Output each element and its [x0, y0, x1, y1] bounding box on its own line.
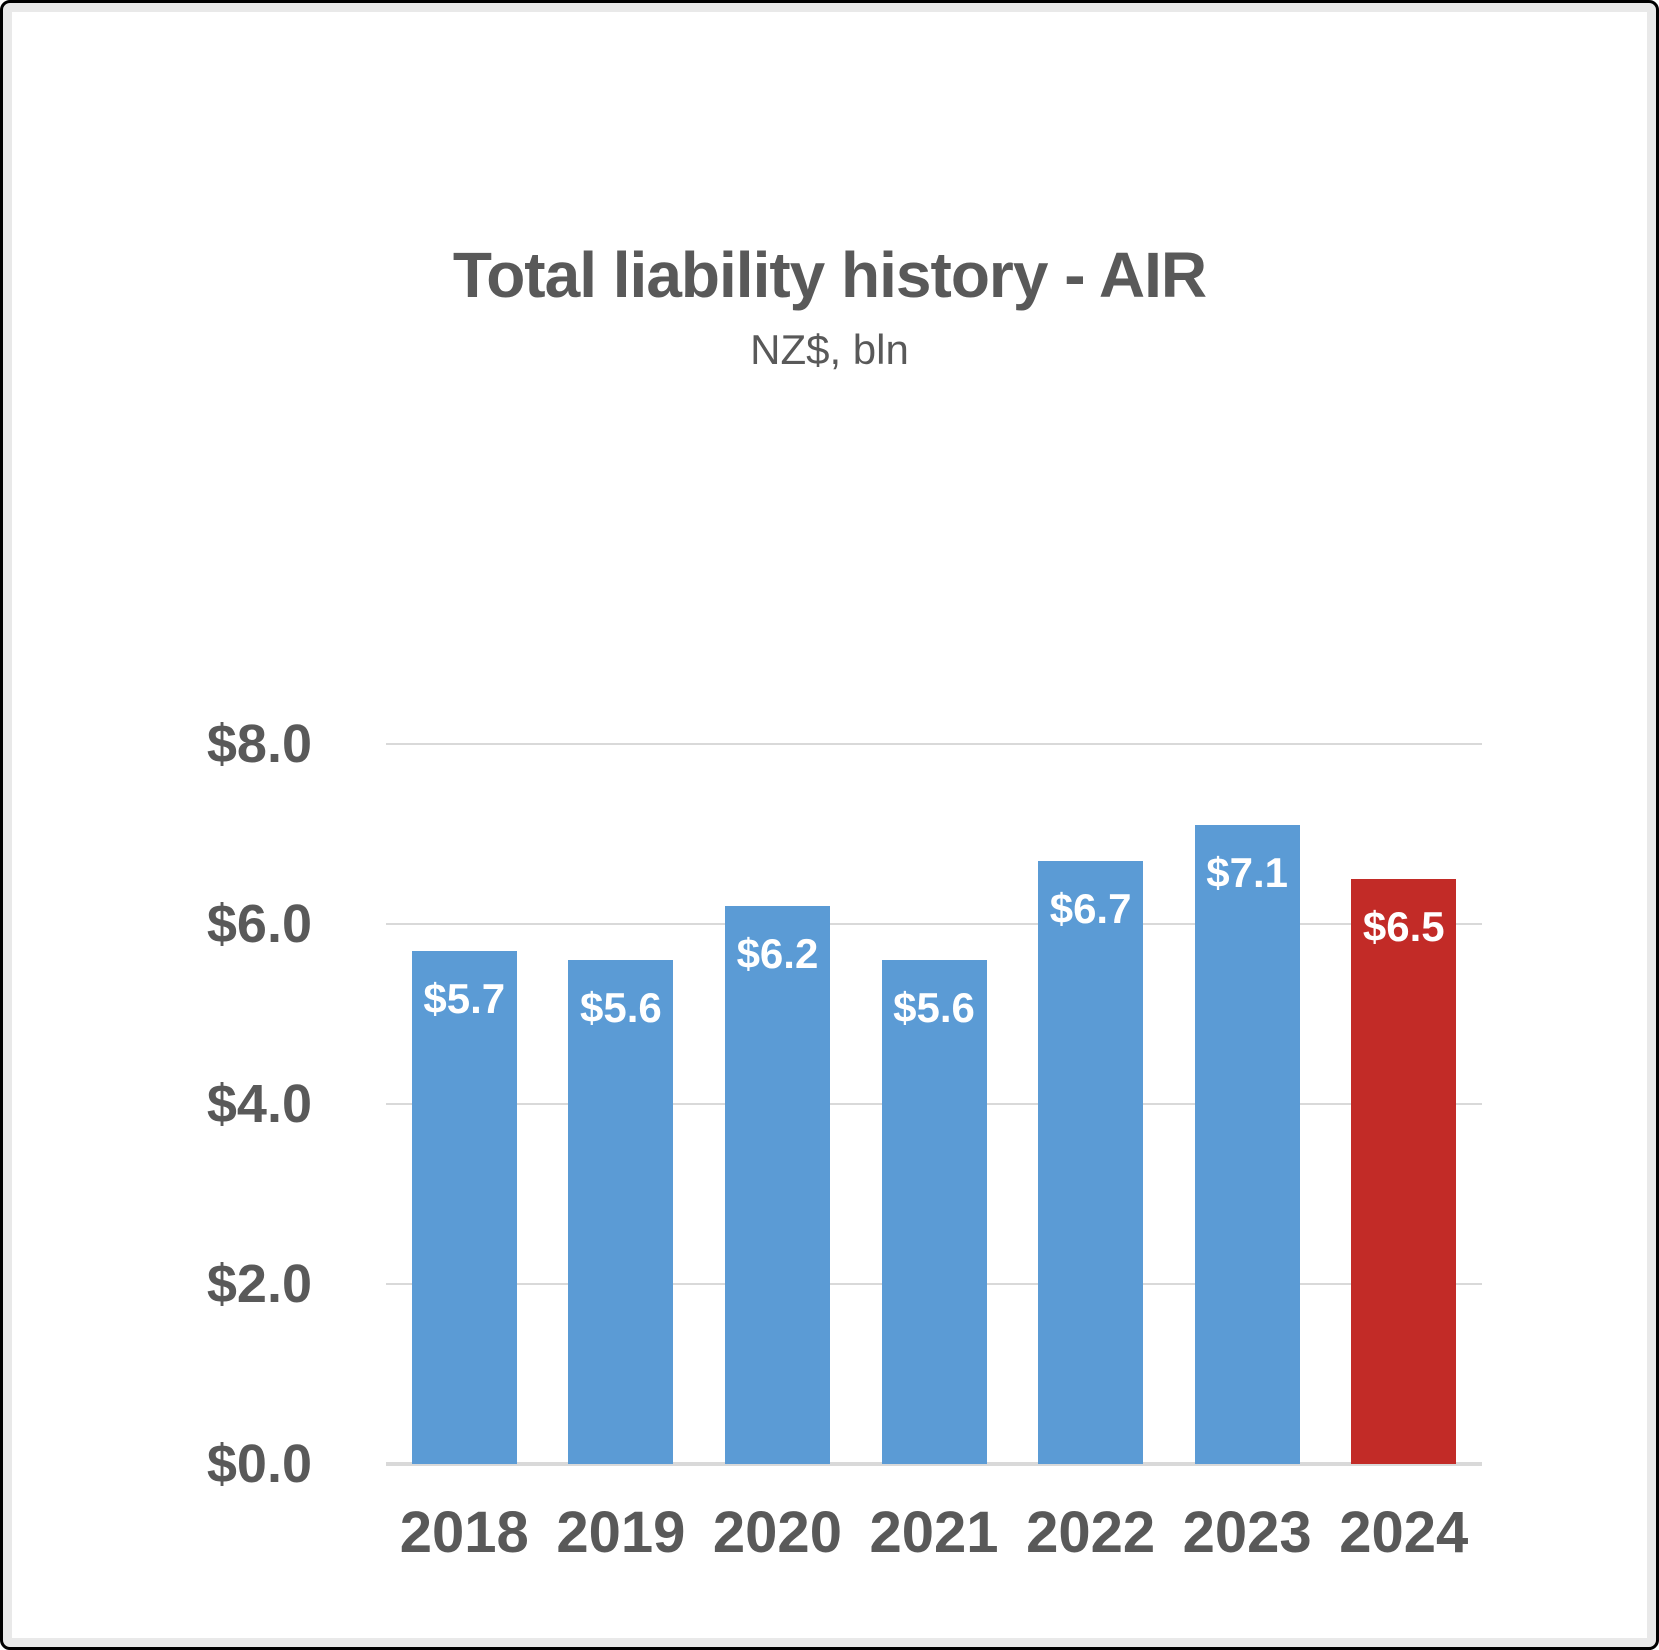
y-tick-label: $6.0	[206, 894, 312, 954]
x-tick-label-2019: 2019	[556, 1500, 686, 1565]
bar-2019: $5.6	[568, 960, 674, 1464]
bar-slot-2022: $6.7	[1012, 744, 1169, 1464]
bars-container: $5.7 $5.6 $6.2 $5.6 $6.7 $7.1 $6.5	[386, 744, 1482, 1464]
bar-data-label: $6.5	[1362, 903, 1445, 950]
x-tick-label-2018: 2018	[399, 1500, 529, 1565]
x-axis-tick-labels: 2018 2019 2020 2021 2022 2023 2024	[386, 1504, 1482, 1562]
bar-2020: $6.2	[724, 906, 830, 1464]
bar-data-label: $7.1	[1206, 849, 1289, 896]
y-tick-label: $2.0	[206, 1254, 312, 1314]
x-tick-label-2024: 2024	[1339, 1500, 1469, 1565]
gridline	[386, 923, 1482, 925]
bar-slot-2020: $6.2	[699, 744, 856, 1464]
plot-area: $5.7 $5.6 $6.2 $5.6 $6.7 $7.1 $6.5	[386, 743, 1482, 1466]
x-tick-label-2020: 2020	[712, 1500, 842, 1565]
chart-subtitle: NZ$, bln	[750, 325, 909, 373]
y-tick-label: $0.0	[206, 1434, 312, 1494]
gridline	[386, 743, 1482, 745]
bar-slot-2021: $5.6	[856, 744, 1013, 1464]
bar-slot-2019: $5.6	[543, 744, 700, 1464]
bar-data-label: $5.7	[423, 975, 506, 1022]
bar-slot-2024: $6.5	[1325, 744, 1482, 1464]
y-axis-tick-labels: $8.0 $6.0 $4.0 $2.0 $0.0	[12, 717, 312, 1491]
chart-title: Total liability history - AIR	[452, 239, 1207, 311]
y-tick-label: $8.0	[206, 714, 312, 774]
bar-2022: $6.7	[1038, 861, 1144, 1464]
bar-2023: $7.1	[1194, 825, 1300, 1464]
x-tick-label-2023: 2023	[1182, 1500, 1312, 1565]
bar-data-label: $5.6	[893, 984, 975, 1031]
chart-header: Total liability history - AIR NZ$, bln	[12, 239, 1647, 374]
bar-data-label: $5.6	[579, 984, 662, 1031]
y-tick-label: $4.0	[206, 1074, 312, 1134]
x-axis-line	[386, 1462, 1482, 1466]
slide: Total liability history - AIR NZ$, bln $…	[12, 12, 1647, 1638]
x-tick-label-2022: 2022	[1026, 1500, 1156, 1565]
bar-2024: $6.5	[1351, 879, 1457, 1464]
bar-2021: $5.6	[881, 960, 987, 1464]
bar-data-label: $6.2	[736, 930, 819, 977]
bar-2018: $5.7	[411, 951, 517, 1464]
bar-slot-2023: $7.1	[1169, 744, 1326, 1464]
bar-data-label: $6.7	[1049, 885, 1132, 932]
x-tick-label-2021: 2021	[869, 1500, 999, 1565]
bar-slot-2018: $5.7	[386, 744, 543, 1464]
